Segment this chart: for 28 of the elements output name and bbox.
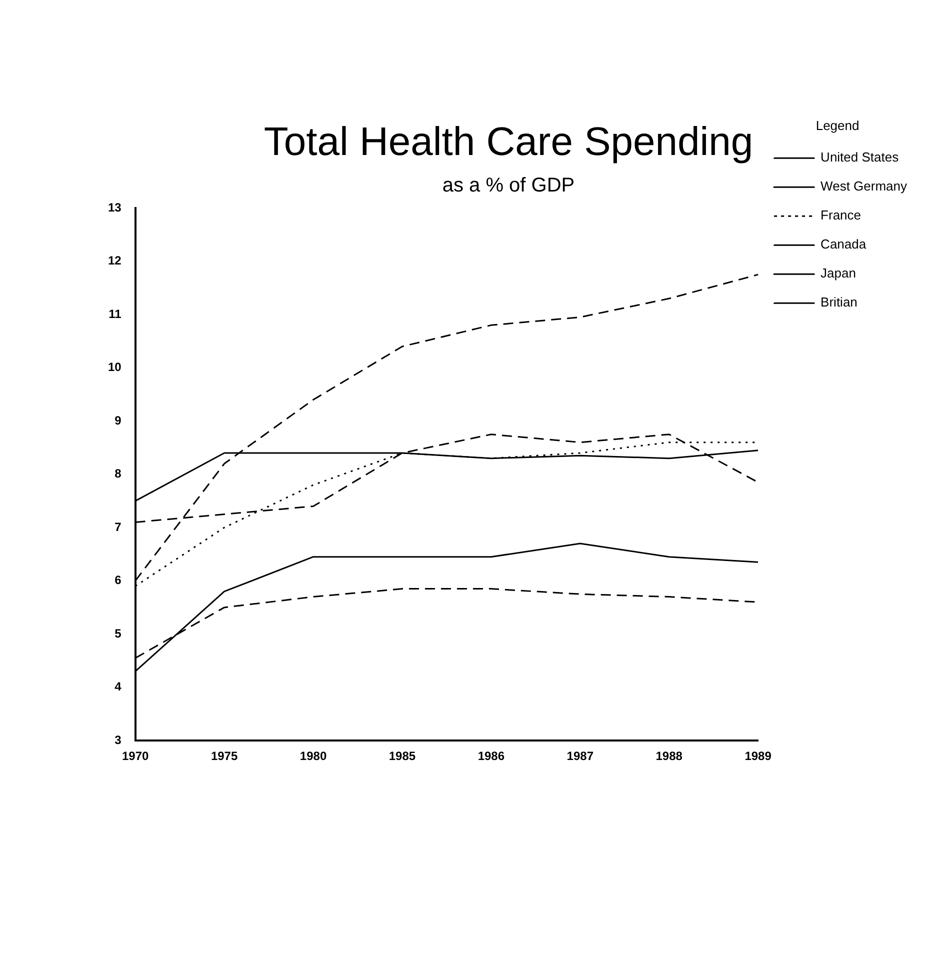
y-tick-label: 9	[114, 413, 122, 428]
y-tick-label: 4	[114, 680, 122, 694]
y-tick-label: 7	[114, 520, 122, 534]
x-tick-label: 1975	[210, 749, 238, 764]
y-tick-label: 10	[108, 360, 122, 374]
chart-title: Total Health Care Spending	[264, 120, 754, 164]
x-tick-label: 1986	[478, 749, 505, 764]
y-tick-label: 3	[114, 732, 122, 747]
x-tick-label: 1980	[300, 749, 327, 764]
legend-label: Japan	[820, 266, 856, 281]
x-tick-label: 1988	[656, 749, 683, 764]
x-tick-label: 1987	[566, 749, 594, 764]
x-tick-label: 1970	[122, 749, 150, 764]
x-tick-label: 1989	[744, 749, 772, 764]
legend-label: France	[820, 208, 862, 223]
legend-label: United States	[820, 150, 900, 165]
y-tick-label: 12	[108, 254, 122, 268]
y-tick-label: 5	[114, 626, 122, 640]
y-tick-label: 8	[114, 466, 122, 481]
legend-label: Britian	[820, 294, 858, 310]
y-tick-label: 6	[114, 573, 122, 588]
y-tick-label: 13	[108, 200, 122, 214]
legend-title: Legend	[816, 118, 860, 134]
chart-subtitle: as a % of GDP	[442, 174, 575, 197]
legend-label: Canada	[820, 236, 867, 252]
y-tick-label: 11	[108, 306, 122, 321]
x-tick-label: 1985	[388, 749, 416, 764]
legend-label: West Germany	[820, 178, 908, 194]
